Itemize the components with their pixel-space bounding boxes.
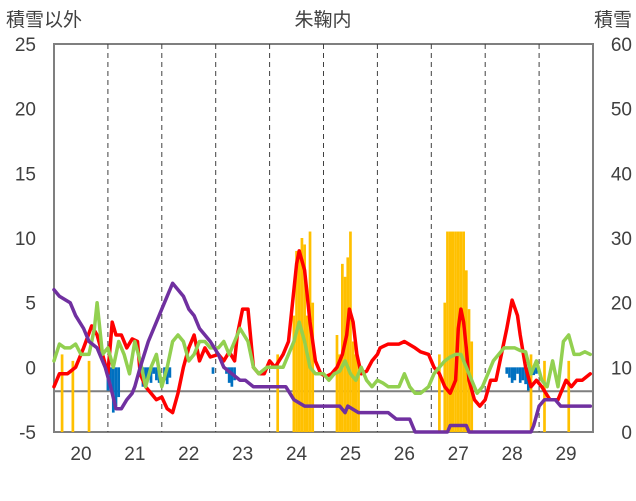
series-line — [52, 281, 593, 434]
data-bar — [117, 367, 121, 398]
x-tick-label: 25 — [340, 444, 361, 465]
left-y-tick-label: 5 — [25, 294, 36, 315]
x-tick-label: 21 — [124, 444, 145, 465]
data-bar — [295, 250, 298, 432]
chart-title: 朱鞠内 — [294, 9, 351, 31]
right-y-tick-label: 60 — [611, 35, 632, 56]
data-bar — [292, 315, 296, 432]
data-bar — [87, 360, 91, 432]
right-y-tick-label: 20 — [611, 294, 632, 315]
data-bar — [144, 367, 147, 381]
data-bar — [351, 341, 355, 432]
right-axis-label: 積雪 — [594, 9, 632, 31]
data-bar — [354, 354, 358, 432]
data-bar — [346, 257, 350, 432]
data-bar — [349, 231, 352, 432]
data-bar — [111, 367, 115, 413]
left-y-tick-label: 25 — [15, 35, 36, 56]
tick-labels: 20 21 22 23 24 25 26 27 28 29 -5 0 5 10 15 20 25 0 10 20 30 4… — [15, 35, 632, 465]
x-tick-label: 27 — [448, 444, 469, 465]
data-bar — [454, 231, 457, 432]
left-y-tick-label: 0 — [25, 358, 36, 379]
data-bar — [357, 360, 360, 432]
data-bar — [114, 367, 118, 407]
data-bar — [155, 367, 158, 381]
right-y-tick-label: 10 — [611, 358, 632, 379]
data-bar — [516, 367, 519, 374]
x-tick-label: 28 — [502, 444, 523, 465]
data-bar — [227, 367, 231, 383]
data-bar — [513, 367, 517, 381]
data-bar — [165, 367, 169, 385]
data-bar — [60, 354, 64, 432]
data-bar — [276, 354, 280, 432]
data-bar — [230, 367, 234, 387]
data-bar — [335, 335, 339, 432]
data-bar — [168, 367, 172, 378]
left-y-tick-label: 15 — [15, 164, 36, 185]
data-bar — [71, 360, 75, 432]
data-bar — [443, 302, 447, 432]
right-y-tick-label: 0 — [621, 423, 632, 444]
data-bar — [521, 367, 525, 381]
x-tick-label: 20 — [70, 444, 91, 465]
data-bar — [518, 367, 522, 383]
data-bar — [459, 231, 463, 432]
data-bar — [438, 354, 441, 432]
data-bar — [505, 367, 509, 374]
data-bar — [109, 367, 112, 391]
line-layer — [52, 249, 593, 434]
x-tick-label: 24 — [286, 444, 308, 465]
data-bar — [297, 250, 301, 432]
series-line — [52, 300, 593, 395]
data-bar — [510, 367, 514, 383]
data-bar — [567, 360, 571, 432]
x-tick-label: 26 — [394, 444, 415, 465]
data-bar — [311, 302, 315, 432]
data-bar — [451, 231, 455, 432]
data-bar — [524, 367, 527, 385]
right-y-tick-label: 40 — [611, 164, 632, 185]
x-tick-label: 23 — [232, 444, 253, 465]
data-bar — [305, 315, 309, 432]
data-bar — [343, 276, 347, 432]
gridlines — [107, 44, 540, 432]
data-bar — [149, 367, 153, 383]
left-y-tick-label: 20 — [15, 100, 36, 121]
left-y-tick-label: 10 — [15, 229, 36, 250]
right-y-tick-label: 50 — [611, 100, 632, 121]
data-bar — [529, 354, 533, 432]
data-bar — [535, 367, 538, 374]
data-bar — [446, 231, 449, 432]
left-y-tick-label: -5 — [19, 423, 36, 444]
x-tick-label: 22 — [178, 444, 199, 465]
left-axis-label: 積雪以外 — [6, 9, 82, 31]
data-bar — [448, 231, 452, 432]
data-bar — [211, 367, 215, 374]
data-bar — [543, 360, 546, 432]
x-tick-label: 29 — [555, 444, 576, 465]
right-y-tick-label: 30 — [611, 229, 632, 250]
data-bar — [508, 367, 511, 378]
data-bar — [338, 354, 342, 432]
data-bar — [152, 367, 156, 374]
